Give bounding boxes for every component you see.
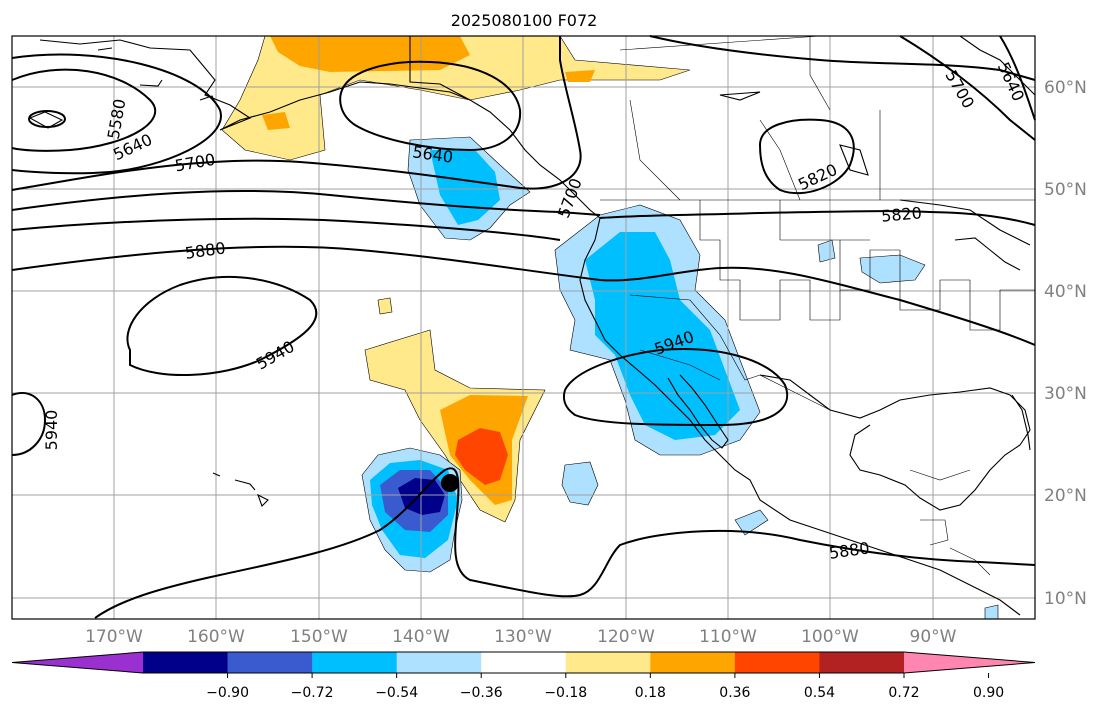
colorbar-segment <box>227 652 313 673</box>
colorbar-tick-label: 0.54 <box>804 685 835 701</box>
map-panel: 5580 5640 5700 5640 5700 5640 5700 5820 … <box>11 35 1036 620</box>
colorbar-tick-label: −0.90 <box>206 685 249 701</box>
lon-label: 120°W <box>597 627 655 647</box>
colorbar-tick-label: −0.72 <box>291 685 334 701</box>
contour-label: 5820 <box>880 203 922 225</box>
coastlines <box>28 35 1036 616</box>
colorbar: −0.90 −0.72 −0.54 −0.36 −0.18 0.18 0.36 0.54 0.7… <box>11 651 1036 701</box>
colorbar-segment <box>143 652 229 673</box>
colorbar-tick-label: 0.36 <box>719 685 750 701</box>
lat-label: 50°N <box>1044 180 1087 200</box>
lon-label: 90°W <box>910 627 957 647</box>
lat-label: 60°N <box>1044 78 1087 98</box>
colorbar-tick-label: 0.18 <box>635 685 666 701</box>
colorbar-segment <box>650 652 736 673</box>
colorbar-segment <box>312 652 398 673</box>
lon-label: 130°W <box>494 627 552 647</box>
map-frame <box>11 35 1036 620</box>
height-contours <box>11 35 1036 619</box>
lon-label: 140°W <box>392 627 450 647</box>
colorbar-extend-low <box>12 652 143 673</box>
storm-center-marker <box>441 474 459 492</box>
lat-label: 40°N <box>1044 282 1087 302</box>
colorbar-segment <box>396 652 482 673</box>
colorbar-tick-label: 0.90 <box>973 685 1004 701</box>
colorbar-tick-label: −0.54 <box>375 685 418 701</box>
lon-label: 150°W <box>290 627 348 647</box>
colorbar-outline <box>11 651 1036 674</box>
lon-label: 110°W <box>699 627 757 647</box>
colorbar-segment <box>734 652 820 673</box>
lon-label: 170°W <box>85 627 143 647</box>
colorbar-tick-label: 0.72 <box>888 685 919 701</box>
lat-labels: 60°N 50°N 40°N 30°N 20°N 10°N <box>1044 78 1087 609</box>
lat-label: 10°N <box>1044 589 1087 609</box>
colorbar-tick-label: −0.18 <box>544 685 587 701</box>
lat-label: 20°N <box>1044 486 1087 506</box>
lon-labels: 170°W 160°W 150°W 140°W 130°W 120°W 110°… <box>85 627 957 647</box>
colorbar-segment <box>481 652 567 673</box>
borders <box>600 35 1035 576</box>
lat-label: 30°N <box>1044 384 1087 404</box>
positive-anomaly-alaska-core <box>270 36 470 72</box>
lon-label: 160°W <box>187 627 245 647</box>
colorbar-tick-label: −0.36 <box>460 685 503 701</box>
contour-label: 5940 <box>42 410 61 451</box>
colorbar-segment <box>565 652 651 673</box>
map-title: 2025080100 F072 <box>451 11 598 30</box>
lon-label: 100°W <box>801 627 859 647</box>
colorbar-segment <box>819 652 905 673</box>
shaded-fields <box>221 35 999 620</box>
colorbar-extend-high <box>904 652 1035 673</box>
